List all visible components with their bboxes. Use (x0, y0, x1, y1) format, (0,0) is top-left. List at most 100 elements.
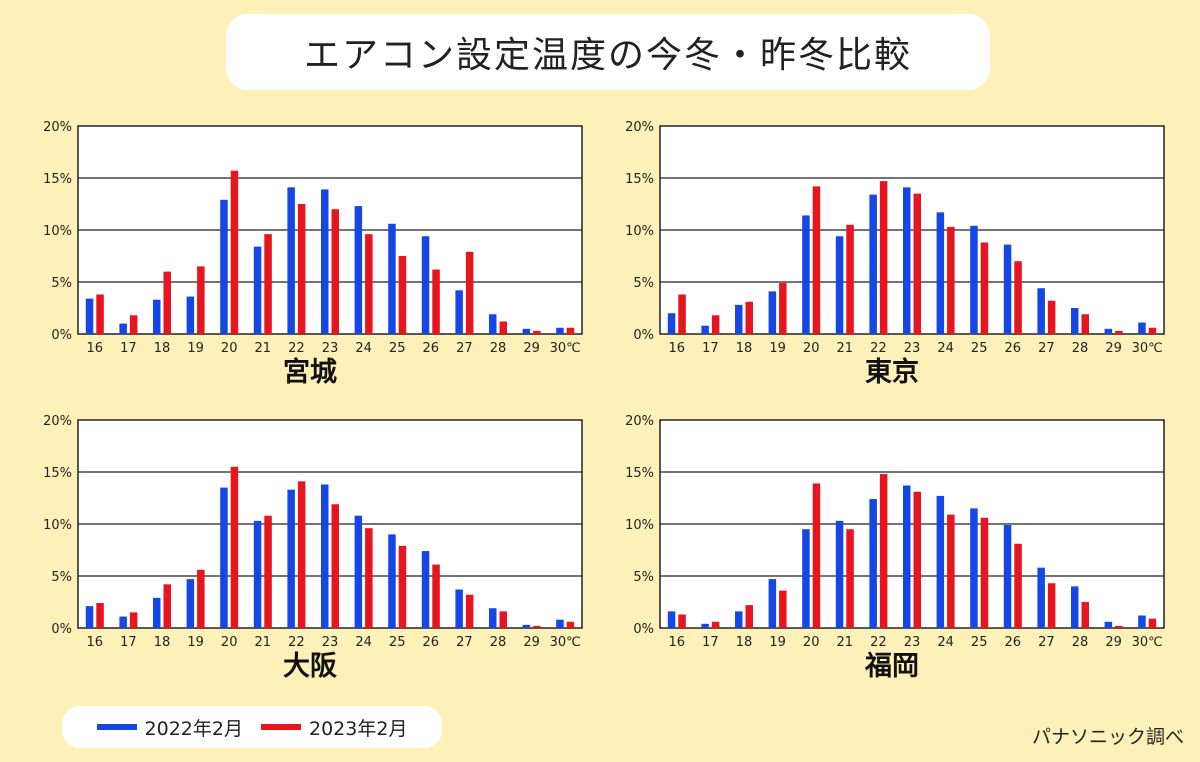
panel-title-tokyo: 東京 (865, 357, 919, 388)
bar-2023-osaka (197, 569, 205, 628)
y-tick-label: 15% (43, 172, 72, 187)
bar-2022-fukuoka (701, 623, 709, 628)
bar-2022-miyagi (354, 206, 363, 334)
bar-2023-tokyo (1014, 261, 1022, 334)
bar-2023-tokyo (1115, 330, 1123, 334)
bar-2023-miyagi (230, 170, 239, 334)
x-tick-label: 22 (870, 635, 887, 646)
bar-2023-fukuoka (1115, 625, 1123, 628)
chart-svg-tokyo: 0% 5% 10% 15% 20% 16 17 18 19 20 21 22 23 24 25 26 27 28 2… (625, 120, 1165, 352)
bar-2023-tokyo (745, 301, 753, 334)
bar-2023-miyagi (264, 234, 272, 334)
bar-2022-osaka (388, 534, 396, 628)
panel-title-osaka: 大阪 (283, 651, 337, 682)
x-tick-label: 26 (1005, 635, 1022, 646)
x-tick-label: 25 (389, 341, 406, 352)
x-tick-label: 20 (803, 635, 820, 646)
x-tick-label: 19 (187, 635, 204, 646)
bar-2022-osaka (522, 624, 531, 628)
bar-2023-miyagi (96, 294, 104, 334)
bar-2023-osaka (432, 564, 440, 628)
bar-2023-osaka (264, 515, 272, 628)
title-box: エアコン設定温度の今冬・昨冬比較 (226, 14, 990, 90)
bar-2022-tokyo (869, 194, 877, 334)
bar-2023-fukuoka (711, 621, 720, 628)
y-tick-label: 10% (43, 518, 72, 533)
bar-2022-osaka (220, 487, 228, 628)
bar-2022-fukuoka (936, 495, 945, 628)
y-tick-label: 15% (43, 466, 72, 481)
bar-2022-miyagi (186, 296, 195, 334)
y-tick-label: 5% (51, 276, 72, 291)
bar-2022-fukuoka (1003, 525, 1012, 628)
bar-2023-fukuoka (1047, 583, 1056, 628)
bar-2022-miyagi (522, 328, 531, 334)
bar-2022-osaka (287, 489, 295, 628)
bar-2022-fukuoka (667, 611, 676, 628)
bar-2022-tokyo (835, 236, 844, 334)
x-tick-label: 29 (523, 635, 540, 646)
bar-2022-miyagi (220, 199, 228, 334)
bar-2023-miyagi (398, 256, 407, 334)
bar-2023-miyagi (365, 234, 373, 334)
bar-2023-miyagi (432, 269, 440, 334)
bar-2023-osaka (331, 504, 339, 628)
bar-2022-miyagi (119, 323, 127, 334)
x-tick-label: 23 (904, 341, 921, 352)
x-tick-label: 20 (221, 341, 238, 352)
bar-2023-osaka (499, 611, 507, 628)
x-tick-label: 20 (221, 635, 238, 646)
x-tick-label: 28 (1072, 341, 1089, 352)
bar-2022-tokyo (802, 215, 810, 334)
bar-2023-tokyo (879, 181, 888, 334)
bar-2023-osaka (163, 584, 171, 628)
y-tick-label: 5% (51, 570, 72, 585)
bar-2023-osaka (365, 528, 373, 628)
y-tick-label: 20% (43, 120, 72, 135)
bar-2022-osaka (421, 551, 430, 628)
bar-2023-fukuoka (812, 483, 821, 628)
bar-2023-tokyo (812, 186, 821, 334)
x-tick-label: 29 (1105, 635, 1122, 646)
bar-2023-osaka (398, 545, 407, 628)
legend-label-2023: 2023年2月 (309, 717, 408, 740)
bar-2022-osaka (85, 606, 94, 628)
x-tick-label: 21 (255, 635, 272, 646)
bar-2022-osaka (455, 589, 463, 628)
bar-2022-fukuoka (1037, 567, 1045, 628)
bar-2023-tokyo (779, 283, 787, 334)
bar-2023-fukuoka (879, 474, 888, 628)
x-tick-label: 25 (971, 341, 988, 352)
bar-2023-miyagi (533, 330, 541, 334)
bar-2023-osaka (465, 594, 474, 628)
bar-2022-miyagi (253, 246, 262, 334)
y-tick-label: 0% (633, 622, 654, 637)
x-tick-label: 30℃ (1132, 635, 1163, 646)
x-tick-label: 19 (187, 341, 204, 352)
bar-2023-tokyo (711, 315, 720, 334)
x-tick-label: 29 (523, 341, 540, 352)
panel-title-miyagi: 宮城 (283, 357, 337, 388)
bar-2022-miyagi (287, 187, 295, 334)
y-tick-label: 10% (625, 518, 654, 533)
y-tick-label: 5% (633, 570, 654, 585)
bar-2023-tokyo (1047, 300, 1056, 334)
x-tick-label: 30℃ (1132, 341, 1163, 352)
x-tick-label: 22 (870, 341, 887, 352)
x-tick-label: 16 (669, 341, 686, 352)
chart-svg-osaka: 0% 5% 10% 15% 20% 16 17 18 19 20 21 22 23 24 25 26 27 28 2… (43, 414, 583, 646)
chart-panel-miyagi: 0% 5% 10% 15% 20% 16 17 18 19 20 21 22 23 24 25 26 27 28 2… (30, 112, 590, 402)
x-tick-label: 21 (837, 635, 854, 646)
bar-2023-osaka (129, 612, 138, 628)
x-tick-label: 24 (937, 635, 954, 646)
bar-2022-tokyo (735, 304, 743, 334)
chart-panel-tokyo: 0% 5% 10% 15% 20% 16 17 18 19 20 21 22 23 24 25 26 27 28 2… (612, 112, 1172, 402)
legend-label-2022: 2022年2月 (144, 717, 243, 740)
bar-2022-miyagi (321, 189, 329, 334)
x-tick-label: 16 (87, 635, 104, 646)
bar-2023-miyagi (163, 271, 171, 334)
bar-2023-fukuoka (779, 590, 787, 628)
x-tick-label: 25 (971, 635, 988, 646)
bar-2023-tokyo (1148, 327, 1157, 334)
x-tick-label: 28 (490, 341, 507, 352)
